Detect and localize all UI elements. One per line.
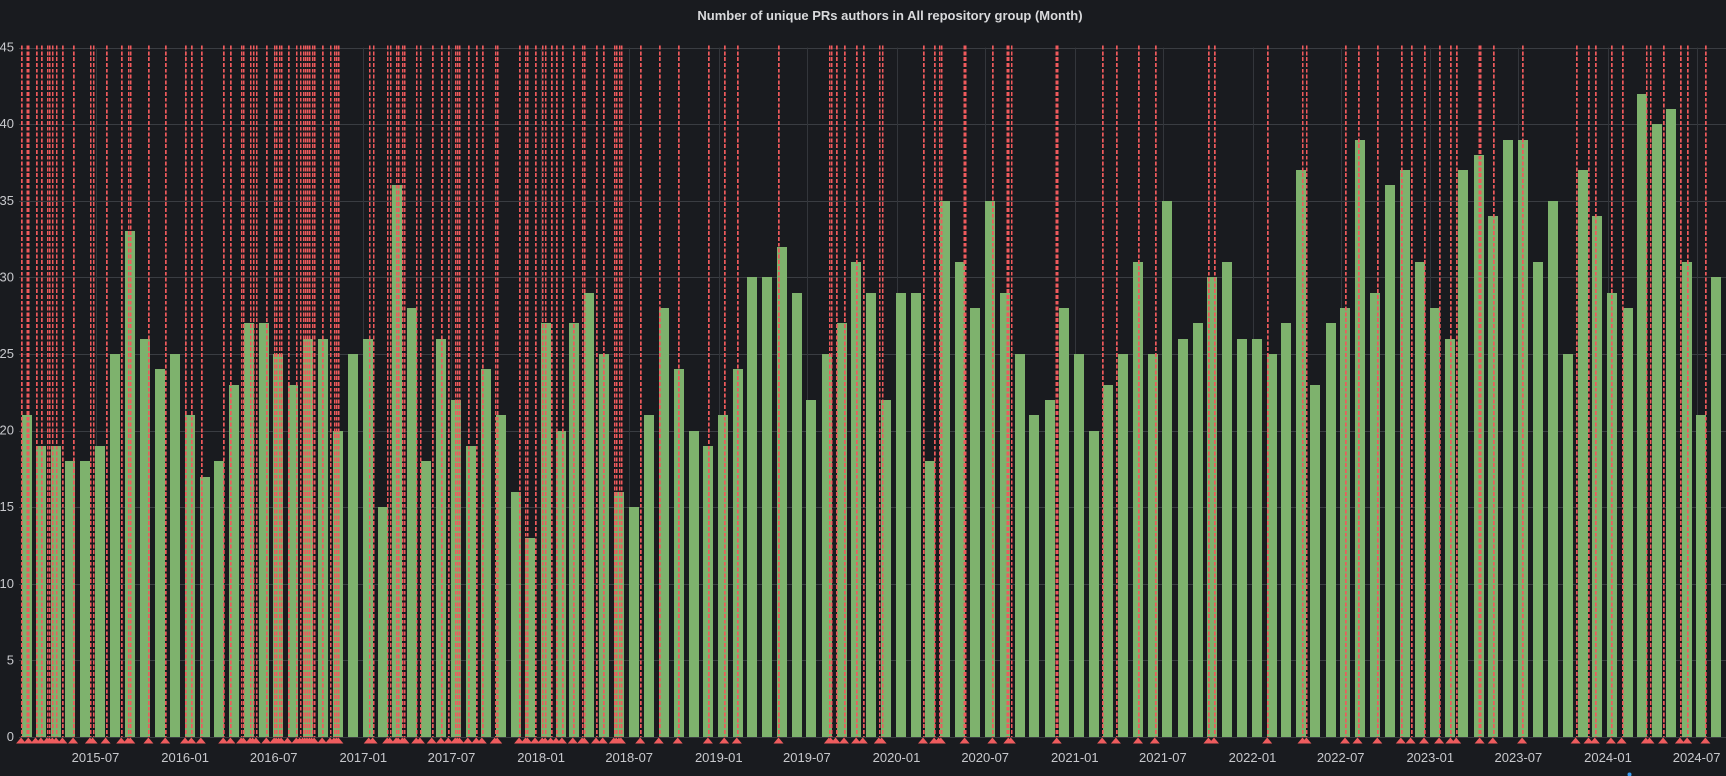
svg-text:2017-07: 2017-07 [428, 750, 476, 765]
svg-text:2022-07: 2022-07 [1317, 750, 1365, 765]
svg-text:Number of unique PRs authors i: Number of unique PRs authors in All repo… [697, 8, 1082, 23]
svg-text:20: 20 [0, 423, 14, 438]
svg-text:2024-07: 2024-07 [1673, 750, 1721, 765]
svg-text:45: 45 [0, 40, 14, 55]
svg-text:2020-07: 2020-07 [961, 750, 1009, 765]
svg-text:40: 40 [0, 116, 14, 131]
svg-text:2016-01: 2016-01 [161, 750, 209, 765]
svg-text:2019-07: 2019-07 [783, 750, 831, 765]
svg-text:5: 5 [7, 652, 14, 667]
svg-text:30: 30 [0, 269, 14, 284]
svg-text:0: 0 [7, 729, 14, 744]
svg-text:2023-01: 2023-01 [1406, 750, 1454, 765]
svg-text:15: 15 [0, 499, 14, 514]
svg-text:10: 10 [0, 576, 14, 591]
svg-text:2015-07: 2015-07 [72, 750, 120, 765]
svg-text:2019-01: 2019-01 [695, 750, 743, 765]
svg-text:25: 25 [0, 346, 14, 361]
svg-text:2021-07: 2021-07 [1139, 750, 1187, 765]
svg-text:2020-01: 2020-01 [873, 750, 921, 765]
svg-text:2016-07: 2016-07 [250, 750, 298, 765]
svg-text:2023-07: 2023-07 [1495, 750, 1543, 765]
svg-text:2017-01: 2017-01 [339, 750, 387, 765]
svg-text:2018-07: 2018-07 [605, 750, 653, 765]
svg-text:2024-01: 2024-01 [1584, 750, 1632, 765]
svg-text:2018-01: 2018-01 [517, 750, 565, 765]
svg-text:35: 35 [0, 193, 14, 208]
svg-text:2022-01: 2022-01 [1229, 750, 1277, 765]
svg-text:2021-01: 2021-01 [1051, 750, 1099, 765]
